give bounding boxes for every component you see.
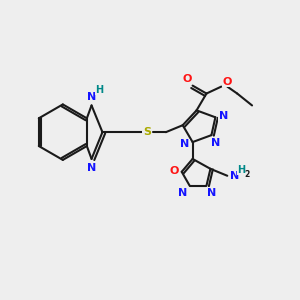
Text: 2: 2 bbox=[244, 170, 250, 179]
Text: O: O bbox=[183, 74, 192, 84]
Text: N: N bbox=[230, 171, 239, 181]
Text: H: H bbox=[237, 165, 245, 175]
Text: N: N bbox=[87, 163, 96, 173]
Text: H: H bbox=[95, 85, 104, 94]
Text: O: O bbox=[169, 166, 178, 176]
Text: N: N bbox=[87, 92, 96, 101]
Text: N: N bbox=[178, 188, 187, 198]
Text: N: N bbox=[180, 139, 189, 149]
Text: O: O bbox=[223, 76, 232, 87]
Text: N: N bbox=[207, 188, 216, 198]
Text: N: N bbox=[211, 138, 220, 148]
Text: S: S bbox=[143, 127, 151, 137]
Text: N: N bbox=[219, 111, 228, 121]
